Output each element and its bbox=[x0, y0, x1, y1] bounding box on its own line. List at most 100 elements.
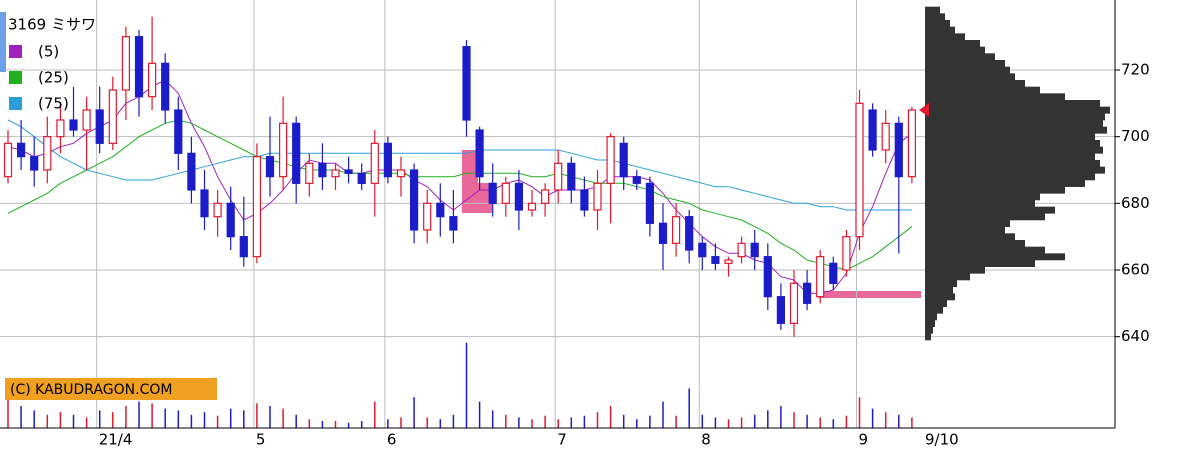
profile-bar bbox=[925, 213, 1045, 221]
candle-body bbox=[462, 46, 471, 121]
candle-body bbox=[606, 136, 615, 184]
candle-body bbox=[567, 162, 576, 191]
profile-bar bbox=[925, 260, 1035, 267]
x-tick-label: 7 bbox=[557, 431, 567, 449]
candle-body bbox=[881, 122, 890, 151]
profile-bar bbox=[925, 113, 1105, 121]
legend-label: (25) bbox=[38, 69, 69, 87]
candle-body bbox=[30, 156, 39, 171]
candle-body bbox=[200, 189, 209, 218]
profile-bar bbox=[925, 186, 1065, 194]
candle-body bbox=[789, 282, 799, 324]
candle-body bbox=[95, 109, 104, 144]
candle-body bbox=[436, 202, 445, 218]
candle-body bbox=[619, 142, 628, 178]
candle-body bbox=[829, 262, 838, 284]
profile-bar bbox=[925, 120, 1103, 127]
x-tick-label: 21/4 bbox=[99, 431, 133, 449]
legend-swatch bbox=[9, 97, 22, 110]
profile-bar bbox=[925, 273, 970, 281]
candle-body bbox=[685, 216, 694, 251]
candle-body bbox=[645, 182, 655, 224]
candle-body bbox=[593, 182, 602, 211]
candle-body bbox=[449, 216, 458, 231]
candle-body bbox=[252, 156, 261, 258]
candle-body bbox=[305, 162, 314, 184]
candle-body bbox=[56, 119, 65, 138]
profile-bar bbox=[925, 313, 937, 321]
profile-bar bbox=[925, 140, 1100, 147]
last-date: 9/10 bbox=[925, 431, 959, 449]
candle-body bbox=[43, 136, 52, 171]
candle-body bbox=[711, 256, 720, 264]
profile-bar bbox=[925, 66, 1010, 74]
profile-bar bbox=[925, 166, 1105, 174]
profile-bar bbox=[925, 300, 947, 307]
profile-bar bbox=[925, 173, 1095, 181]
candle-body bbox=[750, 242, 759, 258]
profile-bar bbox=[925, 6, 940, 14]
candle-body bbox=[265, 156, 275, 178]
candle-body bbox=[540, 189, 550, 204]
legend-swatch bbox=[9, 71, 22, 84]
profile-bar bbox=[925, 206, 1055, 214]
profile-bar bbox=[925, 53, 995, 61]
legend: 3169 ミサワ (5) (25) (75) bbox=[0, 12, 96, 113]
candle-body bbox=[907, 109, 917, 178]
profile-bar bbox=[925, 326, 933, 334]
profile-bar bbox=[925, 13, 945, 21]
watermark-box bbox=[5, 378, 217, 400]
candle-body bbox=[475, 129, 484, 178]
profile-bar bbox=[925, 266, 985, 274]
candle-body bbox=[802, 282, 812, 304]
candle-body bbox=[82, 109, 91, 131]
candle-body bbox=[580, 189, 589, 211]
profile-bar bbox=[925, 133, 1095, 141]
candle-body bbox=[239, 236, 248, 258]
candle-body bbox=[17, 142, 26, 158]
candle-body bbox=[226, 202, 235, 238]
candle-body bbox=[488, 182, 497, 204]
y-tick-label: 640 bbox=[1121, 327, 1150, 345]
x-tick-label: 8 bbox=[701, 431, 711, 449]
candle-body bbox=[671, 216, 681, 244]
legend-label: (75) bbox=[38, 95, 69, 113]
profile-bar bbox=[925, 126, 1107, 134]
profile-bar bbox=[925, 200, 1035, 207]
candle-body bbox=[410, 169, 419, 231]
profile-bar bbox=[925, 240, 1025, 247]
candle-body bbox=[148, 62, 157, 98]
y-tick-label: 660 bbox=[1121, 261, 1150, 279]
watermark: (C) KABUDRAGON.COM bbox=[10, 382, 172, 398]
candle-body bbox=[121, 36, 131, 91]
candle-body bbox=[318, 162, 327, 178]
candle-body bbox=[213, 202, 222, 218]
ma-line bbox=[7, 119, 913, 271]
profile-bar bbox=[925, 40, 980, 47]
ma-line bbox=[7, 79, 913, 294]
profile-bar bbox=[925, 280, 957, 287]
candle-body bbox=[383, 142, 392, 178]
candle-body bbox=[842, 236, 851, 271]
candle-body bbox=[554, 162, 563, 191]
candle-body bbox=[868, 109, 877, 151]
candle-body bbox=[724, 259, 733, 264]
candle-body bbox=[396, 169, 406, 178]
candle-body bbox=[658, 222, 668, 244]
profile-bar bbox=[925, 100, 1100, 107]
candle-body bbox=[357, 172, 366, 184]
profile-bar bbox=[925, 246, 1045, 254]
profile-bar bbox=[925, 146, 1103, 154]
profile-bar bbox=[925, 333, 931, 341]
candle-body bbox=[292, 122, 301, 184]
profile-bar bbox=[925, 80, 1025, 87]
legend-swatch bbox=[9, 45, 22, 58]
profile-bar bbox=[925, 160, 1100, 167]
candle-body bbox=[344, 169, 353, 174]
x-tick-label: 9 bbox=[859, 431, 869, 449]
legend-frame bbox=[0, 12, 6, 72]
candle-body bbox=[279, 122, 288, 178]
profile-bar bbox=[925, 320, 935, 327]
candle-body bbox=[894, 122, 903, 178]
candle-body bbox=[514, 182, 524, 211]
